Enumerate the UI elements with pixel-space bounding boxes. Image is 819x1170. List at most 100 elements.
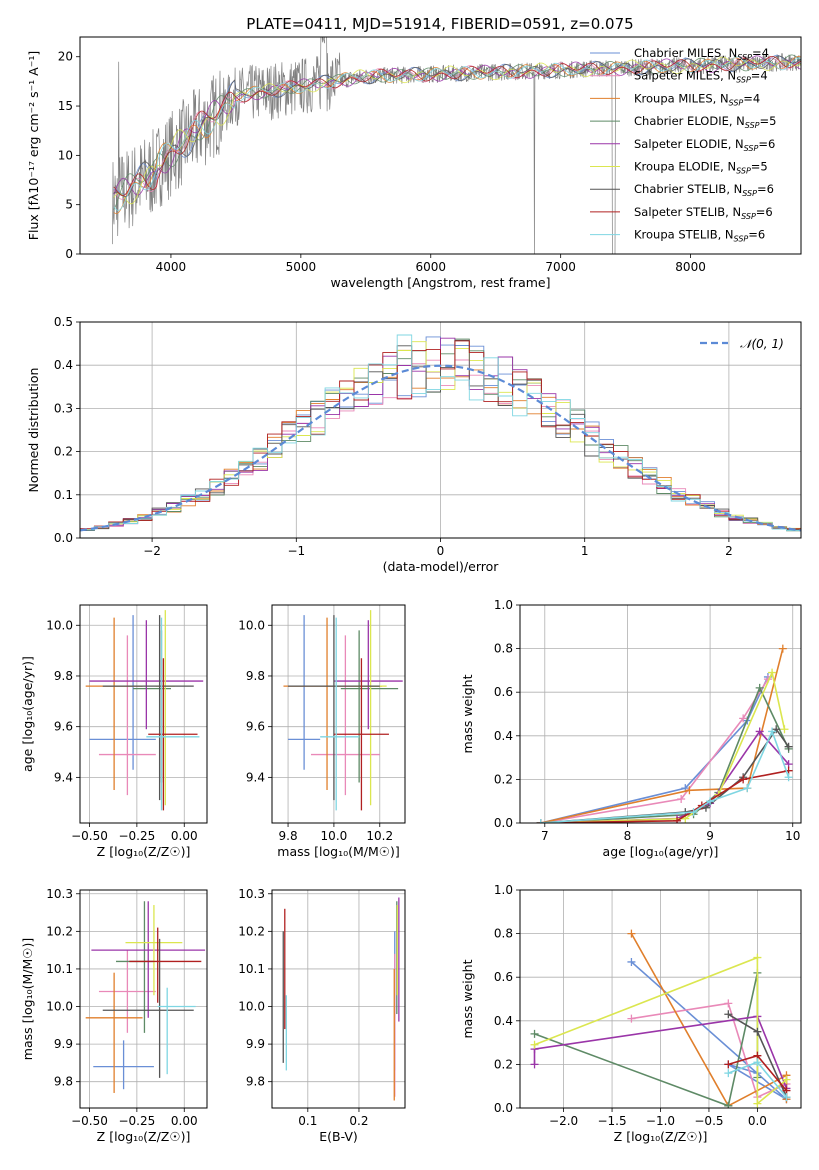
y-tick-label: 0.0 xyxy=(494,1101,513,1115)
axes-frame xyxy=(519,889,802,1109)
legend: Chabrier MILES, NSSP=4 Salpeter MILES, NS… xyxy=(590,46,776,244)
x-tick-label: 9 xyxy=(706,829,714,843)
weight-point-marker xyxy=(772,725,781,734)
x-axis-label: Z [log₁₀(Z/Z☉)] xyxy=(614,1129,708,1144)
y-tick-label: 0.2 xyxy=(494,772,513,786)
axes-frame xyxy=(79,36,802,255)
y-tick-label: 0.2 xyxy=(494,1057,513,1071)
x-tick-label: 0 xyxy=(437,544,445,558)
weight-point-marker xyxy=(724,999,733,1008)
y-tick-label: 10.1 xyxy=(238,962,265,976)
axes-frame xyxy=(271,889,406,1109)
plot-area xyxy=(80,322,801,538)
normal-reference-curve xyxy=(80,364,801,532)
weight-point-marker xyxy=(530,1029,539,1038)
y-tick-label: 9.8 xyxy=(246,1075,265,1089)
x-tick-label: 9.8 xyxy=(279,829,298,843)
y-tick-label: 20 xyxy=(58,50,73,64)
y-tick-label: 0.3 xyxy=(54,401,73,415)
x-tick-label: −0.25 xyxy=(118,829,155,843)
y-axis-label: Flux [fλ10⁻¹⁷ erg cm⁻² s⁻¹ A⁻¹] xyxy=(26,51,41,240)
panel-mass_vs_EBV: 0.1 0.2 9.8 9.9 10.0 10.1 10.2 10.3 E(B-V) xyxy=(238,887,406,1144)
y-tick-label: 15 xyxy=(58,99,73,113)
panel-weight_vs_age: 7 8 9 10 0.0 0.2 0.4 0.6 0.8 1.0 age [log₁₀(age/yr… xyxy=(460,598,802,859)
y-tick-label: 0.0 xyxy=(54,531,73,545)
y-tick-label: 9.8 xyxy=(54,669,73,683)
x-tick-label: −1 xyxy=(287,544,305,558)
plot-area xyxy=(80,890,207,1108)
y-tick-label: 0.5 xyxy=(54,315,73,329)
x-axis-label: Z [log₁₀(Z/Z☉)] xyxy=(97,1129,191,1144)
axes-frame xyxy=(79,321,802,539)
x-axis-label: wavelength [Angstrom, rest frame] xyxy=(330,275,550,290)
x-axis-label: Z [log₁₀(Z/Z☉)] xyxy=(97,844,191,859)
weight-point-marker xyxy=(689,808,698,817)
figure-title: PLATE=0411, MJD=51914, FIBERID=0591, z=0… xyxy=(246,15,633,33)
weight-point-marker xyxy=(743,784,752,793)
x-tick-label: 1 xyxy=(581,544,589,558)
weight-point-marker xyxy=(739,714,748,723)
y-tick-label: 10.0 xyxy=(46,1000,73,1014)
x-tick-label: 4000 xyxy=(156,260,187,274)
y-tick-label: 10.0 xyxy=(46,618,73,632)
x-tick-label: 8000 xyxy=(675,260,706,274)
x-tick-label: −0.25 xyxy=(118,1114,155,1128)
x-tick-label: 0.1 xyxy=(298,1114,317,1128)
y-tick-label: 0 xyxy=(65,247,73,261)
legend-entry: Salpeter MILES, NSSP=4 xyxy=(634,69,768,85)
weight-point-marker xyxy=(627,929,636,938)
weight-point-marker xyxy=(724,1069,733,1078)
axes-frame xyxy=(79,604,208,824)
panel-spectrum: 4000 5000 6000 7000 8000 0 5 10 15 20 wavelength [… xyxy=(26,36,802,290)
y-tick-label: 0.8 xyxy=(494,642,513,656)
plot-area xyxy=(520,890,801,1108)
x-tick-label: −2.0 xyxy=(549,1114,578,1128)
plot-area xyxy=(272,890,405,1108)
y-tick-label: 0.6 xyxy=(494,685,513,699)
weight-point-marker xyxy=(768,668,777,677)
legend-entry: Salpeter STELIB, NSSP=6 xyxy=(634,205,773,221)
y-tick-label: 0.1 xyxy=(54,488,73,502)
y-tick-label: 9.9 xyxy=(246,1037,265,1051)
x-tick-label: 10.2 xyxy=(366,829,393,843)
weight-point-marker xyxy=(536,819,545,823)
weight-point-marker xyxy=(755,683,764,692)
x-axis-label: E(B-V) xyxy=(319,1129,358,1144)
weight-point-marker xyxy=(782,1075,791,1084)
histogram-series xyxy=(80,334,801,531)
panel-residuals: −2 −1 0 1 2 0.0 0.1 0.2 0.3 0.4 0.5 (data-model)/er… xyxy=(26,315,802,574)
y-tick-label: 10 xyxy=(58,148,73,162)
x-tick-label: 0.0 xyxy=(748,1114,767,1128)
y-tick-label: 10.0 xyxy=(238,1000,265,1014)
y-tick-label: 10.3 xyxy=(238,887,265,901)
y-axis-label: mass weight xyxy=(460,674,475,753)
legend-entry: Chabrier MILES, NSSP=4 xyxy=(634,46,769,62)
x-tick-label: 7 xyxy=(541,829,549,843)
weight-point-marker xyxy=(784,773,793,782)
weight-point-marker xyxy=(724,1060,733,1069)
x-tick-label: −1.0 xyxy=(646,1114,675,1128)
y-tick-label: 10.2 xyxy=(238,924,265,938)
spectrum-model-line xyxy=(113,55,801,198)
x-tick-label: 0.00 xyxy=(171,1114,198,1128)
legend-entry: 𝒩(0, 1) xyxy=(740,337,784,351)
axes-frame xyxy=(79,889,208,1109)
x-tick-label: −0.50 xyxy=(71,1114,108,1128)
weight-point-marker xyxy=(768,727,777,736)
weight-point-marker xyxy=(627,1014,636,1023)
legend-entry: Chabrier ELODIE, NSSP=5 xyxy=(634,114,776,130)
weight-point-marker xyxy=(739,775,748,784)
y-tick-label: 0.6 xyxy=(494,970,513,984)
axes-frame xyxy=(519,604,802,824)
y-tick-label: 1.0 xyxy=(494,883,513,897)
y-tick-label: 10.3 xyxy=(46,887,73,901)
x-axis-label: age [log₁₀(age/yr)] xyxy=(603,844,719,859)
weight-point-marker xyxy=(673,816,682,823)
weight-point-marker xyxy=(753,1027,762,1036)
x-tick-label: 8 xyxy=(624,829,632,843)
x-tick-label: −1.5 xyxy=(597,1114,626,1128)
weight-point-marker xyxy=(701,803,710,812)
x-axis-label: mass [log₁₀(M/M☉)] xyxy=(277,844,399,859)
weight-point-marker xyxy=(706,797,715,806)
